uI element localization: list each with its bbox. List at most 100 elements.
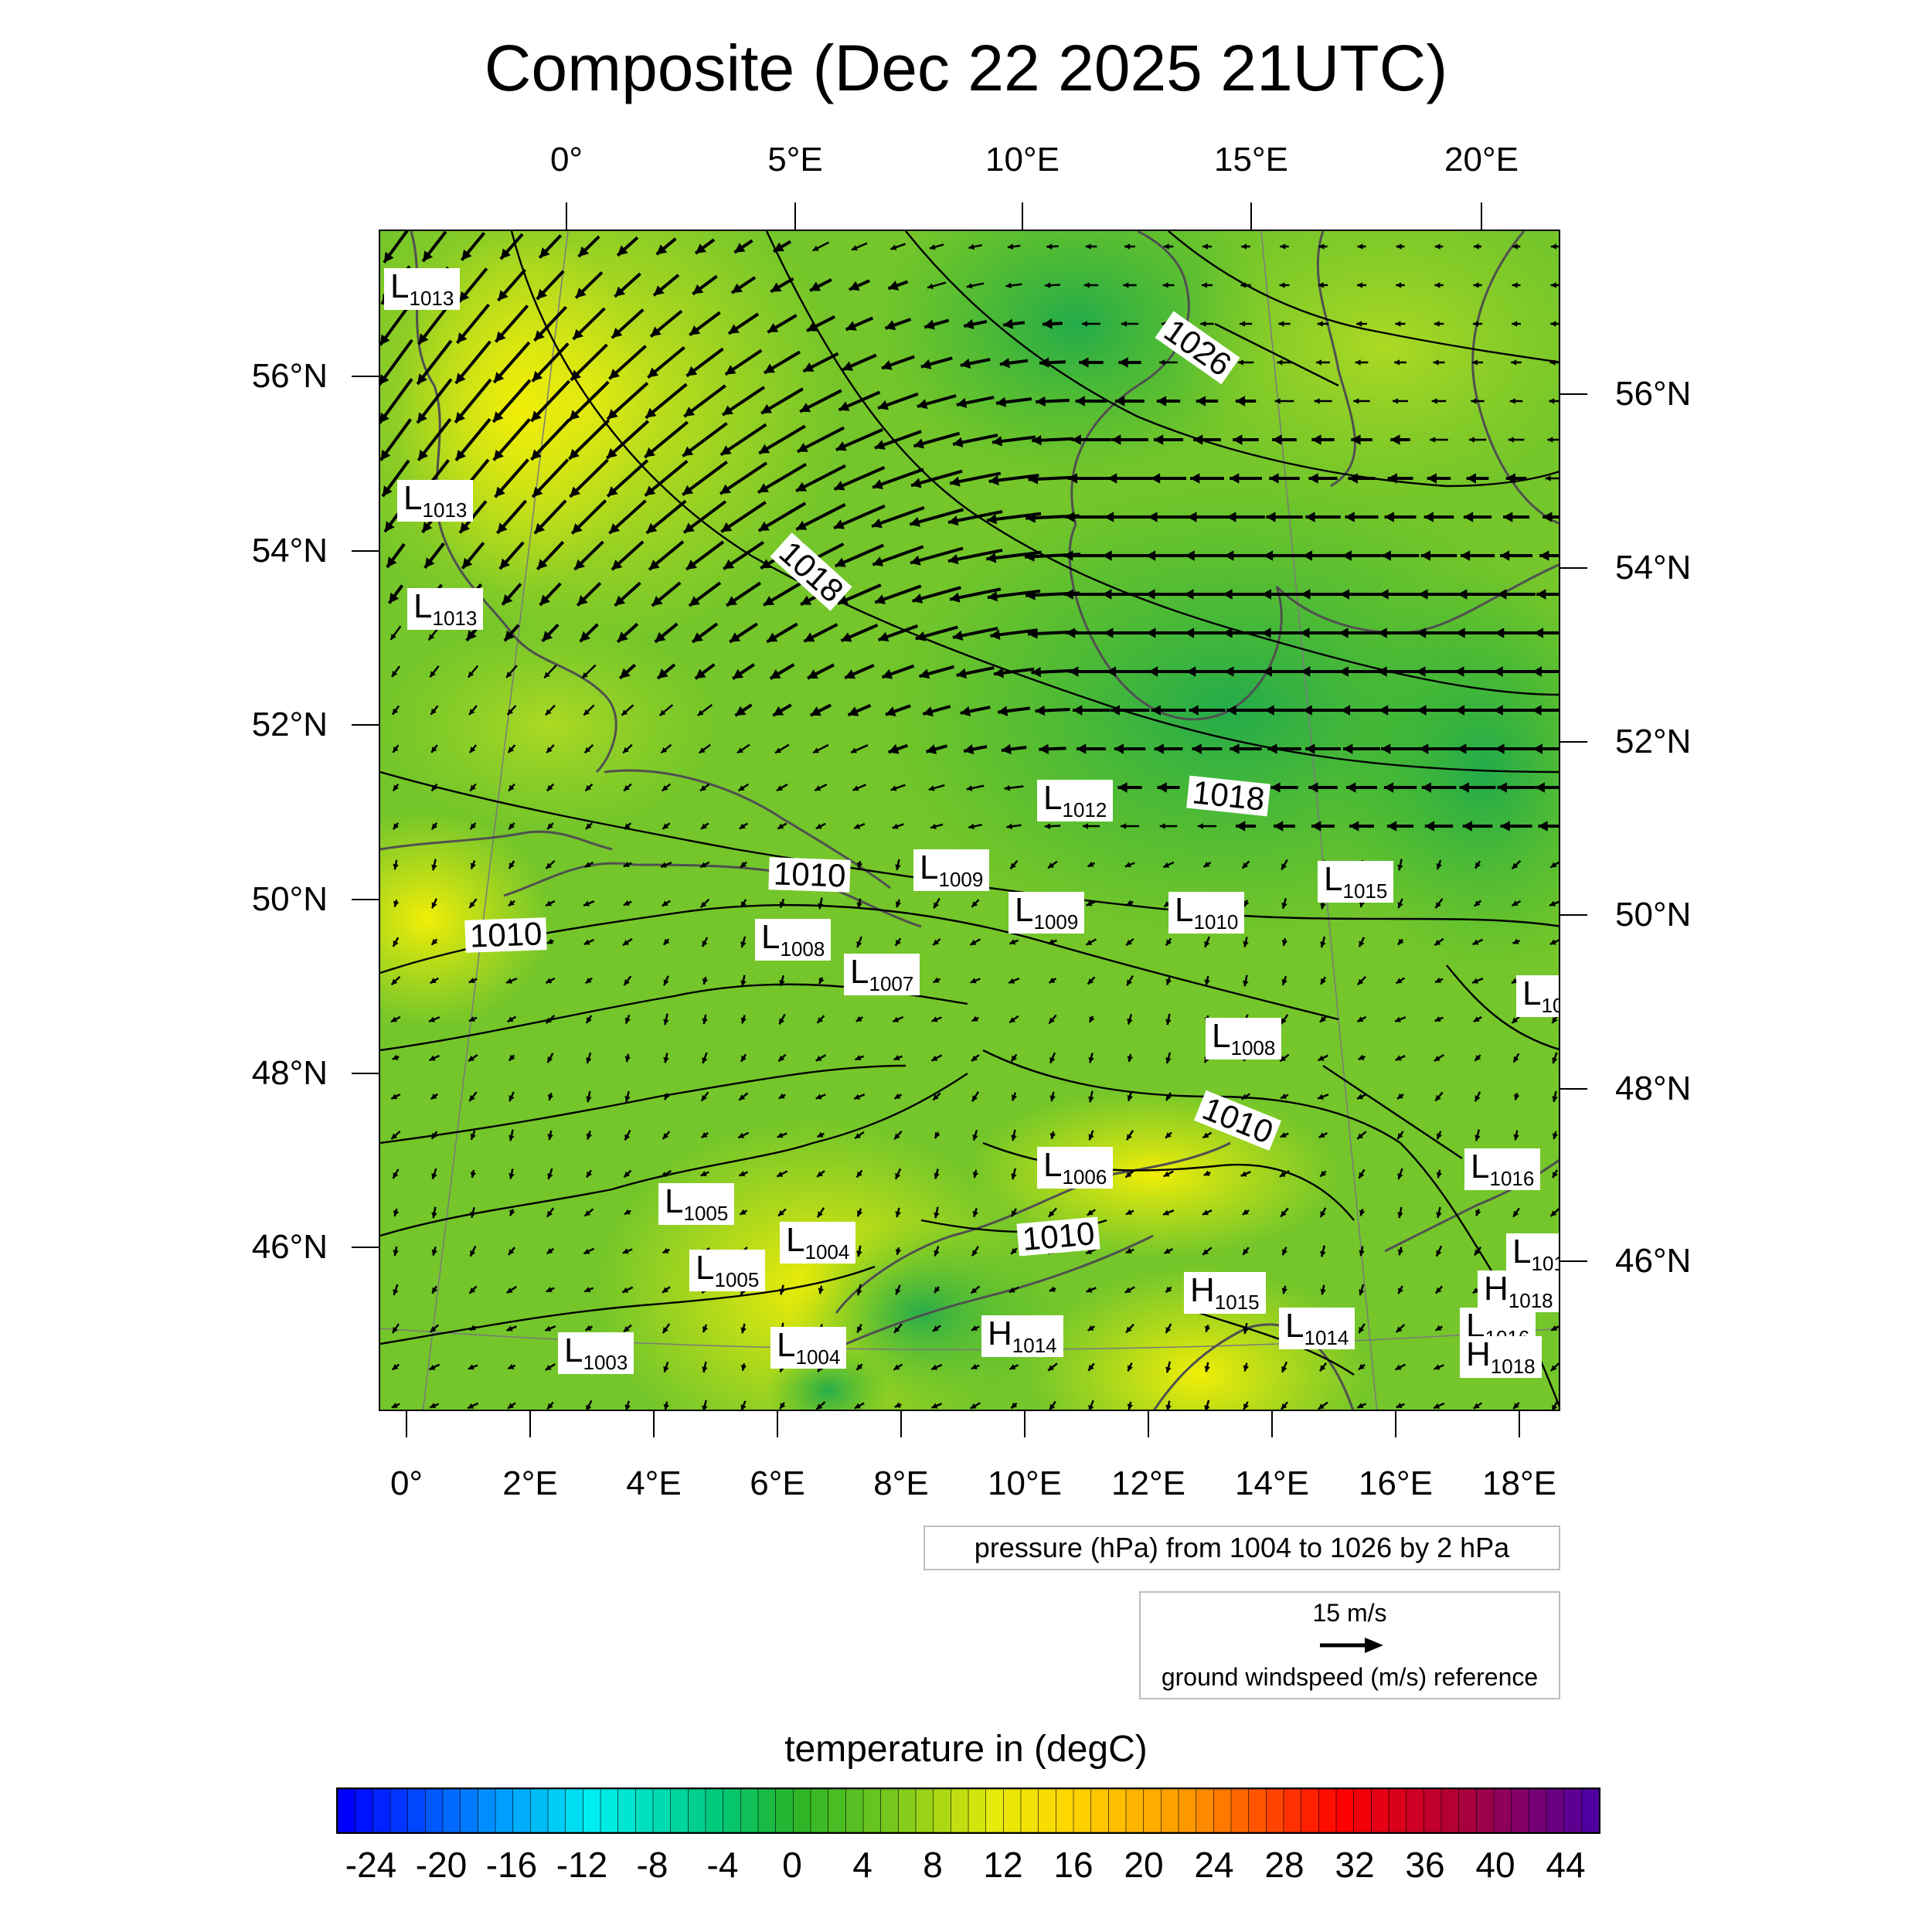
wind-arrow-head	[1512, 243, 1518, 250]
wind-arrow-head	[990, 629, 1001, 640]
wind-arrow-head	[1165, 939, 1172, 946]
left-lat-label: 48°N	[251, 1054, 328, 1092]
wind-arrow-head	[735, 706, 747, 716]
wind-arrow-head	[968, 823, 975, 830]
wind-arrow-head	[1423, 512, 1434, 522]
wind-arrow-head	[1153, 434, 1164, 445]
wind-arrow-head	[546, 978, 553, 984]
wind-arrow-head	[1063, 589, 1073, 600]
wind-arrow-head	[455, 412, 466, 423]
wind-arrow-head	[431, 902, 437, 909]
low-pressure-center: L10	[1516, 975, 1559, 1017]
wind-arrow-head	[807, 321, 818, 332]
wind-arrow-head	[1121, 321, 1127, 327]
wind-arrow-head	[1088, 1134, 1094, 1141]
wind-arrow-head	[539, 594, 550, 605]
wind-reference-description: ground windspeed (m/s) reference	[1161, 1663, 1539, 1691]
wind-arrow-head	[621, 709, 628, 716]
wind-arrow-head	[1007, 243, 1014, 250]
wind-arrow-head	[547, 1403, 553, 1410]
wind-arrow-head	[1087, 978, 1094, 985]
low-pressure-center: L1016	[1464, 1148, 1541, 1190]
wind-arrow-head	[1204, 940, 1210, 947]
wind-arrow-head	[611, 328, 623, 338]
wind-arrow-head	[1338, 666, 1349, 677]
wind-arrow-head	[739, 1171, 746, 1177]
wind-arrow-head	[1263, 550, 1274, 561]
colorbar-label: 24	[1194, 1845, 1234, 1885]
wind-arrow-head	[927, 283, 934, 290]
wind-arrow-head	[393, 1250, 399, 1256]
wind-arrow-head	[1532, 743, 1543, 754]
low-pressure-center: L1014	[1279, 1308, 1355, 1349]
wind-arrow-head	[1377, 628, 1387, 638]
wind-arrow-head	[495, 331, 506, 342]
wind-arrow-head	[1379, 589, 1389, 600]
wind-arrow-head	[1355, 359, 1361, 366]
wind-arrow-head	[931, 1403, 938, 1409]
wind-arrow-head	[1128, 1365, 1133, 1372]
wind-arrow-head	[779, 1018, 785, 1025]
wind-arrow-head	[1272, 434, 1282, 445]
colorbar-swatch	[442, 1789, 461, 1832]
wind-arrow-head	[1193, 434, 1203, 445]
low-pressure-center: L1013	[407, 588, 484, 630]
wind-arrow-head	[539, 247, 550, 258]
wind-arrow-head	[624, 1171, 631, 1178]
chart-title: Composite (Dec 22 2025 21UTC)	[484, 32, 1448, 104]
wind-arrow-head	[468, 1055, 475, 1061]
wind-arrow-head	[970, 978, 977, 984]
wind-arrow-head	[658, 668, 668, 679]
wind-arrow-head	[1163, 1171, 1170, 1177]
wind-arrow-head	[1048, 862, 1055, 869]
temperature-map[interactable]: 1026 1018 1018 1010 1010 1010 1010 L1013…	[379, 230, 1560, 1411]
wind-arrow-head	[1281, 1018, 1287, 1025]
wind-arrow-head	[393, 1210, 400, 1216]
colorbar-swatch	[1546, 1789, 1565, 1832]
wind-arrow-head	[1509, 398, 1515, 404]
low-pressure-center: L1005	[658, 1183, 735, 1225]
wind-arrow-head	[659, 709, 666, 716]
colorbar-swatch	[740, 1789, 759, 1832]
wind-arrow-head	[586, 823, 592, 829]
wind-arrow-head	[646, 522, 658, 533]
wind-arrow-head	[655, 631, 666, 642]
wind-arrow-head	[999, 358, 1010, 369]
low-pressure-center: L1010	[1168, 892, 1245, 934]
wind-arrow-head	[1472, 321, 1478, 327]
wind-arrow-head	[855, 1055, 862, 1061]
wind-arrow-head	[1305, 512, 1315, 522]
wind-arrow-head	[1148, 512, 1158, 522]
wind-arrow-head	[1475, 1134, 1481, 1141]
wind-arrow-head	[1280, 243, 1286, 250]
colorbar-swatch	[985, 1789, 1005, 1832]
colorbar-swatch	[1090, 1789, 1110, 1832]
wind-arrow-head	[1104, 512, 1114, 522]
wind-arrow-head	[430, 978, 437, 984]
wind-arrow-head	[532, 486, 543, 498]
wind-arrow-head	[1049, 1095, 1056, 1102]
colorbar-swatch	[1563, 1789, 1583, 1832]
wind-arrow-head	[1396, 243, 1402, 250]
wind-arrow-head	[1069, 666, 1079, 677]
wind-arrow-head	[664, 1094, 670, 1100]
wind-arrow-head	[1274, 398, 1281, 404]
wind-arrow-head	[1394, 359, 1400, 366]
wind-arrow-head	[1085, 243, 1091, 250]
graticule	[380, 231, 1559, 1410]
wind-arrow-head	[500, 248, 511, 260]
wind-arrow-head	[586, 1096, 592, 1103]
left-lat-label: 50°N	[251, 880, 328, 918]
wind-arrow-head	[934, 1287, 940, 1293]
wind-arrow-head	[895, 864, 901, 870]
wind-arrow-head	[1115, 396, 1125, 406]
wind-arrow-head	[583, 900, 590, 906]
low-pressure-center: L101	[1506, 1233, 1559, 1275]
wind-arrow-head	[928, 785, 935, 791]
wind-arrow-head	[542, 631, 553, 641]
wind-arrow-head	[994, 668, 1004, 679]
wind-arrow-head	[970, 939, 977, 945]
wind-arrow-head	[738, 1132, 745, 1138]
warm-area	[1168, 231, 1559, 502]
wind-arrow-head	[1278, 321, 1284, 327]
